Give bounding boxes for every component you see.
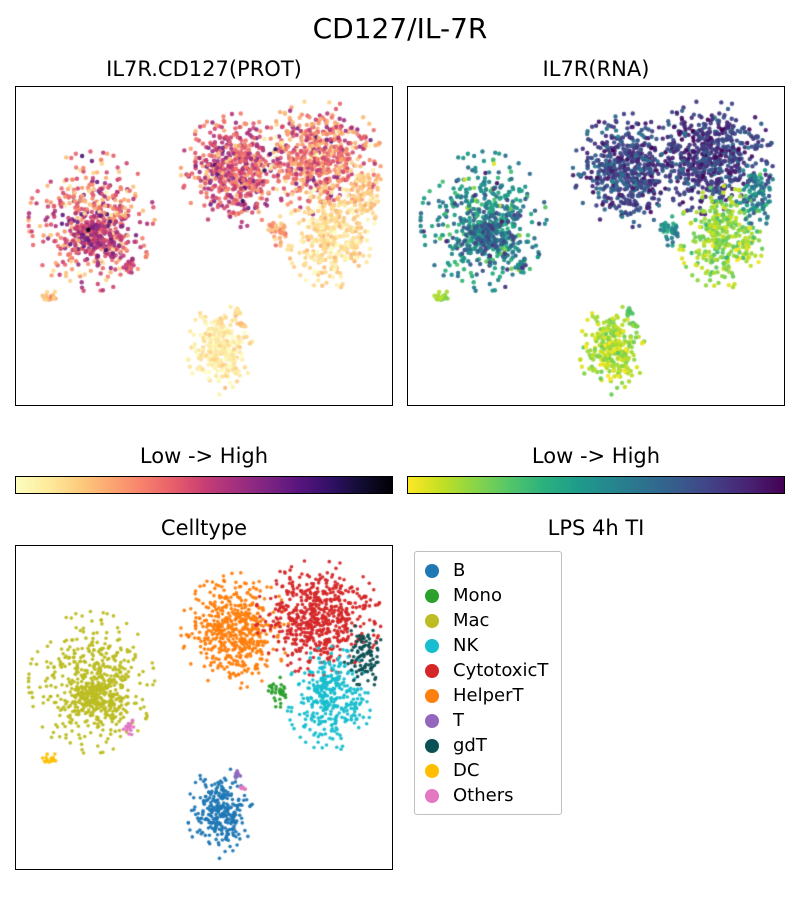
legend-label: T	[453, 710, 464, 731]
legend-label: DC	[453, 760, 479, 781]
figure-main-title: CD127/IL-7R	[0, 12, 800, 45]
legend-marker-icon	[425, 789, 439, 803]
legend-marker-icon	[425, 664, 439, 678]
legend-item: CytotoxicT	[425, 658, 551, 683]
panel-title-celltype: Celltype	[15, 516, 393, 540]
legend-item: Mono	[425, 583, 551, 608]
colorbar-label-rna: Low -> High	[407, 444, 785, 468]
legend-label: Others	[453, 785, 514, 806]
legend-item: DC	[425, 758, 551, 783]
legend-item: HelperT	[425, 683, 551, 708]
panel-title-rna: IL7R(RNA)	[407, 57, 785, 81]
scatter-panel-prot	[15, 86, 393, 406]
legend-marker-icon	[425, 614, 439, 628]
legend-label: Mac	[453, 610, 489, 631]
legend-item: T	[425, 708, 551, 733]
legend-label: CytotoxicT	[453, 660, 548, 681]
scatter-panel-celltype	[15, 545, 393, 870]
panel-celltype-canvas	[16, 546, 394, 871]
legend-box: B Mono Mac NK CytotoxicT HelperT TgdT DC Others	[414, 551, 562, 815]
legend-item: Others	[425, 783, 551, 808]
legend-marker-icon	[425, 589, 439, 603]
legend-label: B	[453, 560, 465, 581]
legend-label: HelperT	[453, 685, 524, 706]
panel-prot-canvas	[16, 87, 394, 407]
figure-root: CD127/IL-7R IL7R.CD127(PROT) IL7R(RNA) L…	[0, 0, 800, 900]
colorbar-rna	[407, 476, 785, 494]
panel-title-prot: IL7R.CD127(PROT)	[15, 57, 393, 81]
legend-marker-icon	[425, 714, 439, 728]
panel-rna-canvas	[408, 87, 786, 407]
legend-label: gdT	[453, 735, 487, 756]
legend-label: NK	[453, 635, 478, 656]
legend-marker-icon	[425, 739, 439, 753]
legend-marker-icon	[425, 764, 439, 778]
legend-item: gdT	[425, 733, 551, 758]
colorbar-label-prot: Low -> High	[15, 444, 393, 468]
legend-item: NK	[425, 633, 551, 658]
legend-marker-icon	[425, 564, 439, 578]
legend-item: B	[425, 558, 551, 583]
panel-title-legend: LPS 4h TI	[407, 516, 785, 540]
legend-marker-icon	[425, 639, 439, 653]
legend-item: Mac	[425, 608, 551, 633]
legend-label: Mono	[453, 585, 502, 606]
scatter-panel-rna	[407, 86, 785, 406]
colorbar-prot	[15, 476, 393, 494]
legend-marker-icon	[425, 689, 439, 703]
